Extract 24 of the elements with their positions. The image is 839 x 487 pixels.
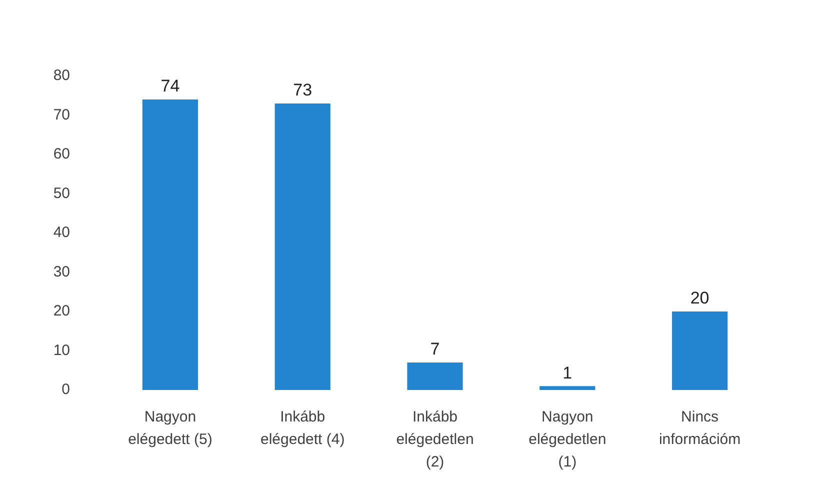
y-tick-label: 10	[53, 342, 70, 359]
y-tick-label: 0	[62, 381, 70, 398]
bar	[274, 103, 330, 390]
bar	[142, 100, 198, 390]
y-tick-label: 20	[53, 302, 70, 320]
x-tick-label: Nagyon elégedett (5)	[128, 408, 212, 448]
y-tick-label: 60	[53, 146, 70, 163]
bar	[672, 312, 728, 390]
y-tick-label: 80	[53, 67, 70, 84]
data-label: 1	[562, 363, 572, 382]
y-tick-label: 70	[53, 106, 70, 124]
y-tick-label: 50	[53, 184, 70, 202]
data-label: 73	[293, 80, 312, 100]
x-tick-label: Inkább elégedett (4)	[260, 408, 345, 448]
y-tick-label: 30	[53, 263, 70, 280]
bar	[540, 386, 596, 390]
bar	[407, 362, 463, 390]
x-tick-label: Nagyon elégedetlen (1)	[528, 408, 606, 470]
x-tick-label: Inkább elégedetlen (2)	[396, 408, 474, 470]
x-tick-label: Nincs információm	[658, 408, 741, 448]
y-tick-label: 40	[53, 224, 70, 242]
data-label: 7	[430, 340, 440, 359]
data-label: 20	[690, 288, 710, 308]
data-label: 74	[160, 76, 180, 96]
